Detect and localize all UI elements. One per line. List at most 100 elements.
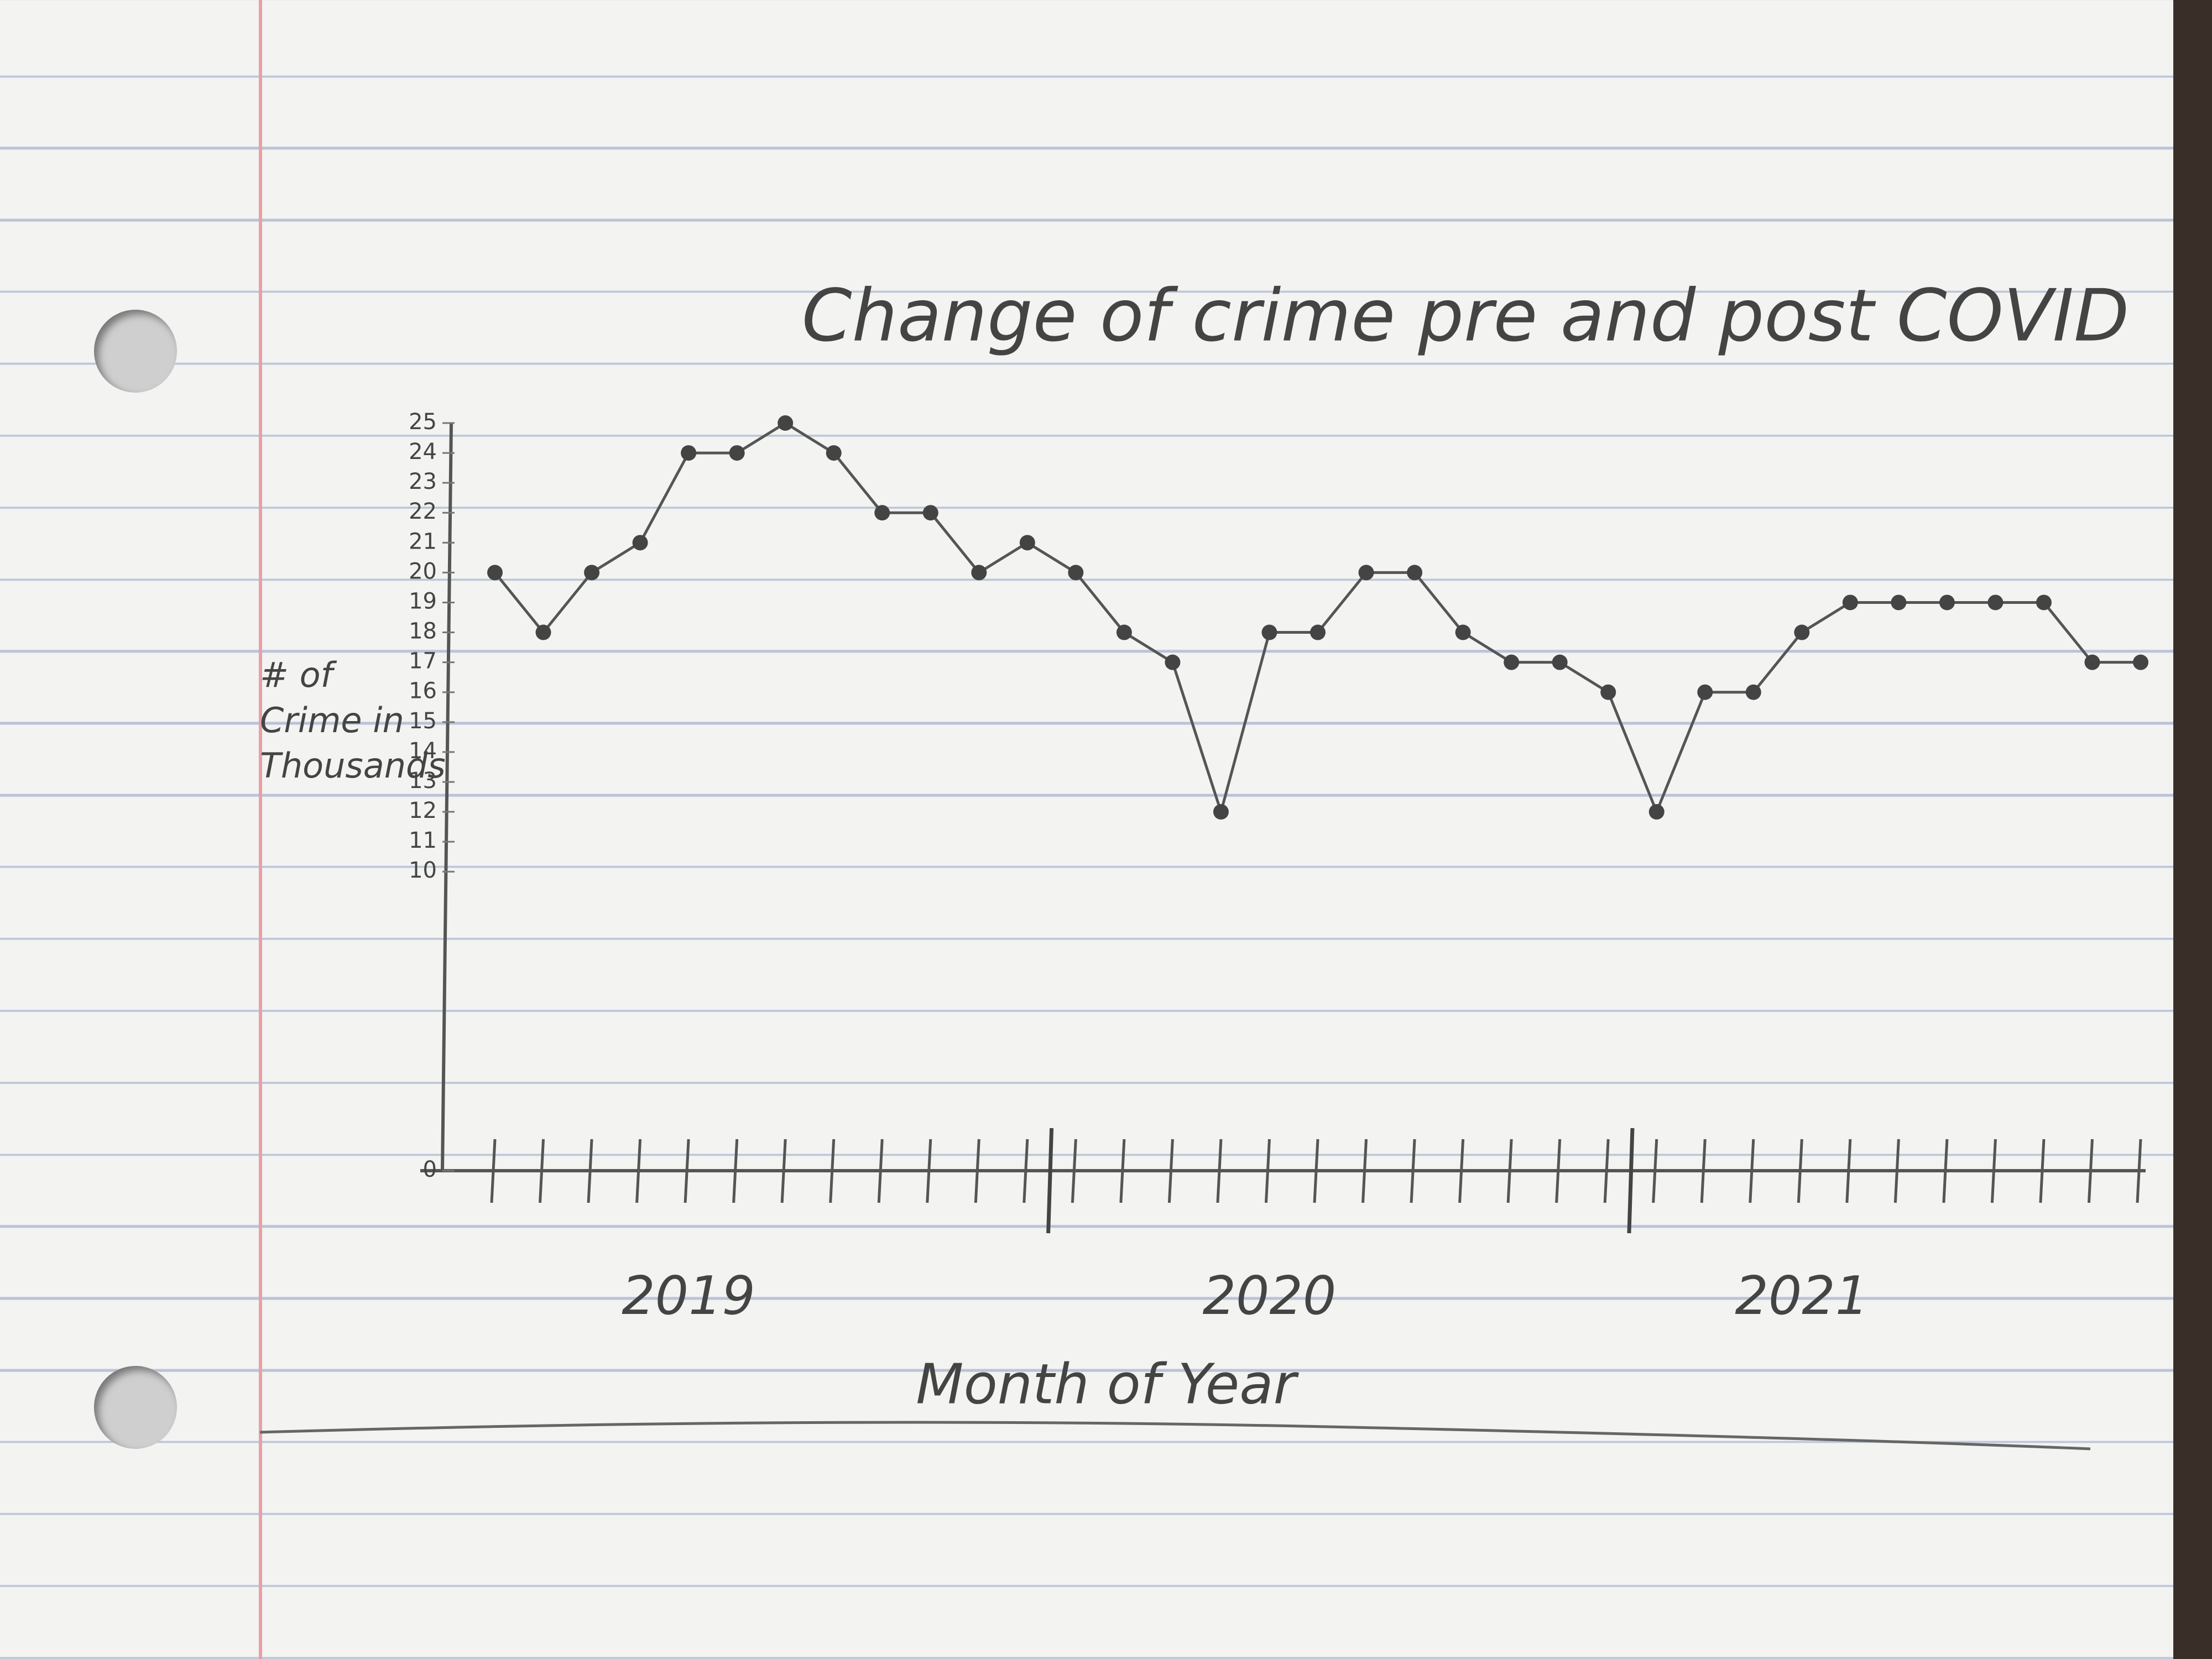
point bbox=[826, 445, 842, 461]
y-tick-label: 16 bbox=[409, 679, 437, 704]
x-tick bbox=[1893, 1139, 1900, 1203]
y-tick-label: 17 bbox=[409, 649, 437, 674]
point bbox=[681, 445, 697, 461]
x-tick bbox=[1071, 1139, 1077, 1203]
line bbox=[494, 421, 2141, 813]
chart-title: Change of crime pre and post COVID bbox=[802, 274, 2129, 358]
y-tick-label: 19 bbox=[409, 588, 437, 614]
x-tick-label: 2020 bbox=[1203, 1266, 1337, 1327]
x-tick bbox=[1361, 1139, 1368, 1203]
y-tick-label: 18 bbox=[409, 619, 437, 644]
point bbox=[922, 505, 938, 521]
point bbox=[1745, 684, 1761, 700]
x-axis-label: Month of Year bbox=[916, 1352, 1299, 1416]
y-tick-label: 21 bbox=[409, 529, 437, 554]
x-tick bbox=[1652, 1139, 1658, 1203]
x-tick bbox=[1700, 1139, 1707, 1203]
y-axis-label: # of Crime in Thousands bbox=[260, 655, 446, 786]
x-tick bbox=[926, 1139, 932, 1203]
point bbox=[1552, 654, 1568, 670]
point bbox=[632, 535, 648, 551]
x-tick bbox=[1458, 1139, 1465, 1203]
x-tick bbox=[829, 1139, 836, 1203]
y-tick-label: 15 bbox=[409, 708, 437, 734]
point bbox=[874, 505, 890, 521]
x-tick bbox=[1216, 1139, 1223, 1203]
x-tick bbox=[539, 1139, 545, 1203]
x-tick bbox=[1022, 1139, 1029, 1203]
x-tick bbox=[635, 1139, 642, 1203]
point bbox=[584, 565, 600, 581]
y-tick-label: 23 bbox=[409, 469, 437, 494]
y-tick-label: 0 bbox=[423, 1157, 437, 1182]
y-tick-label: 22 bbox=[409, 499, 437, 524]
x-tick bbox=[2039, 1139, 2046, 1203]
y-tick-label: 12 bbox=[409, 798, 437, 823]
x-tick-label: 2021 bbox=[1735, 1266, 1869, 1327]
point bbox=[2133, 654, 2148, 670]
point bbox=[729, 445, 745, 461]
point bbox=[1600, 684, 1616, 700]
x-tick bbox=[1603, 1139, 1610, 1203]
point bbox=[1842, 594, 1858, 611]
x-tick bbox=[1749, 1139, 1755, 1203]
point bbox=[1648, 804, 1665, 820]
x-tick bbox=[1506, 1139, 1513, 1203]
x-tick-label: 2019 bbox=[622, 1266, 755, 1327]
x-tick bbox=[877, 1139, 884, 1203]
x-tick bbox=[1410, 1139, 1416, 1203]
x-tick bbox=[1990, 1139, 1997, 1203]
x-tick bbox=[2136, 1139, 2142, 1203]
point bbox=[1358, 565, 1374, 581]
x-tick bbox=[1167, 1139, 1174, 1203]
x-tick bbox=[974, 1139, 980, 1203]
point bbox=[1019, 535, 1035, 551]
y-tick-label: 24 bbox=[409, 439, 437, 465]
point bbox=[1165, 654, 1181, 670]
point bbox=[1987, 594, 2004, 611]
point bbox=[1407, 565, 1423, 581]
x-tick bbox=[780, 1139, 787, 1203]
desk-edge bbox=[2173, 0, 2212, 1659]
year-divider bbox=[1046, 1128, 1054, 1234]
point bbox=[1068, 565, 1084, 581]
y-tick-label: 11 bbox=[409, 828, 437, 853]
x-tick bbox=[1555, 1139, 1562, 1203]
y-tick-label: 25 bbox=[409, 409, 437, 435]
punch-hole bbox=[94, 310, 177, 393]
point bbox=[1116, 624, 1132, 640]
punch-hole bbox=[94, 1366, 177, 1449]
x-tick bbox=[587, 1139, 593, 1203]
point bbox=[535, 624, 551, 640]
point bbox=[1310, 624, 1326, 640]
point bbox=[1891, 594, 1907, 611]
x-tick bbox=[1942, 1139, 1949, 1203]
x-tick bbox=[1313, 1139, 1319, 1203]
point bbox=[1697, 684, 1713, 700]
x-tick bbox=[1797, 1139, 1803, 1203]
x-tick bbox=[490, 1139, 497, 1203]
point bbox=[1455, 624, 1471, 640]
point bbox=[1213, 804, 1229, 820]
x-tick bbox=[732, 1139, 739, 1203]
point bbox=[1504, 654, 1520, 670]
y-axis bbox=[441, 422, 453, 1171]
point bbox=[971, 565, 987, 581]
y-tick-label: 13 bbox=[409, 768, 437, 794]
x-tick bbox=[1845, 1139, 1852, 1203]
year-divider bbox=[1627, 1128, 1635, 1234]
y-tick-label: 20 bbox=[409, 559, 437, 584]
x-tick bbox=[2087, 1139, 2094, 1203]
y-tick-label: 10 bbox=[409, 858, 437, 883]
underline bbox=[259, 1421, 2091, 1451]
y-tick-label: 14 bbox=[409, 738, 437, 764]
point bbox=[2084, 654, 2100, 670]
x-tick bbox=[1264, 1139, 1271, 1203]
point bbox=[1794, 624, 1810, 640]
x-tick bbox=[684, 1139, 690, 1203]
point bbox=[1261, 624, 1277, 640]
x-tick bbox=[1119, 1139, 1126, 1203]
